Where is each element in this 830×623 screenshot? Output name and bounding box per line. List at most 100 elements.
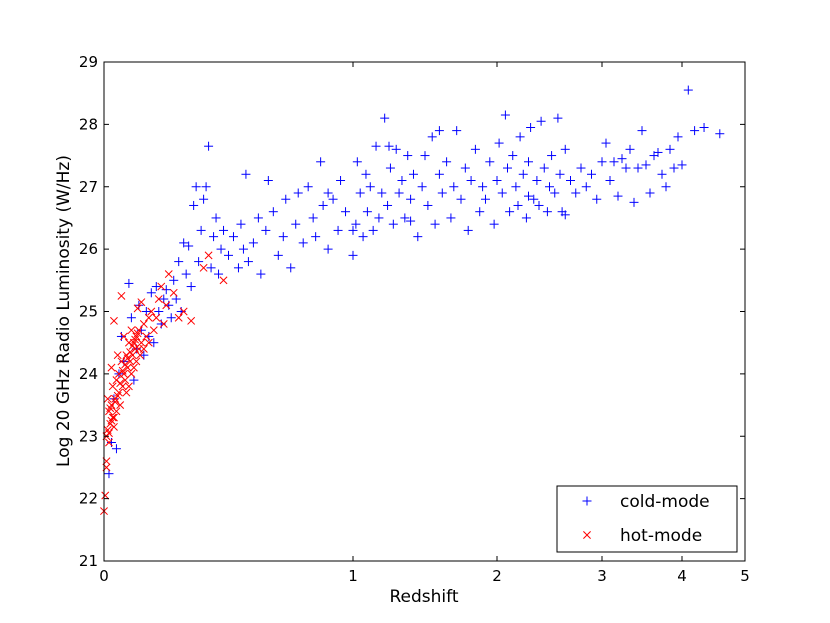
hot-mode-point [136,351,145,360]
cold-mode-point [201,182,211,192]
cold-mode-point [328,194,338,204]
hot-mode-point [128,341,137,350]
cold-mode-point [526,122,536,132]
cold-mode-point [111,444,121,454]
cold-mode-point [263,176,273,186]
hot-mode-point [147,307,156,316]
cold-mode-point [368,225,378,235]
cold-mode-point [384,141,394,151]
cold-mode-point [323,244,333,254]
hot-mode-point [113,351,122,360]
cold-mode-point [597,157,607,167]
cold-mode-point [351,219,361,229]
cold-mode-point [587,169,596,179]
legend-plus-icon [582,496,592,506]
y-tick-label: 28 [79,115,98,133]
y-tick-label: 22 [79,490,98,508]
cold-mode-point [524,157,533,167]
cold-mode-point [417,182,427,192]
x-tick-label: 1 [348,567,358,585]
cold-mode-point [617,154,627,164]
cold-mode-point [311,232,321,242]
cold-mode-point [308,213,318,223]
cold-mode-point [677,160,687,170]
y-tick-label: 29 [79,53,98,71]
hot-mode-point [133,304,142,313]
y-axis-ticks: 21 22 23 24 25 26 27 28 29 [79,53,745,570]
cold-mode-point [124,278,134,288]
cold-mode-point [189,200,199,210]
hot-mode-point [123,354,132,363]
cold-mode-point [508,151,518,161]
cold-mode-point [406,216,416,226]
hot-mode-point [127,326,136,335]
cold-mode-point [154,307,164,316]
cold-mode-point [358,232,368,242]
cold-mode-point [348,250,358,260]
hot-mode-point [113,391,122,400]
cold-mode-point [505,207,515,217]
hot-mode-point [124,382,133,391]
y-tick-label: 24 [79,365,98,383]
hot-mode-point [118,366,127,375]
cold-mode-point [171,294,181,304]
cold-mode-point [492,176,502,186]
cold-mode-point [434,169,444,179]
hot-mode-point [101,491,110,500]
hot-mode-point [110,422,118,431]
hot-mode-point [152,313,161,322]
cold-mode-point [545,182,554,192]
hot-mode-point [108,382,117,391]
cold-mode-point [214,269,224,279]
hot-mode-point [199,263,208,272]
cold-mode-point [377,188,387,198]
cold-mode-point [497,188,507,198]
cold-mode-point [592,194,602,204]
cold-mode-point [542,207,552,217]
cold-mode-point [547,151,557,161]
cold-mode-point [261,225,271,235]
x-tick-label: 3 [597,567,607,585]
cold-mode-point [219,225,229,235]
cold-mode-point [406,194,416,204]
cold-mode-point [151,282,161,292]
cold-mode-point [434,126,444,136]
cold-mode-point [437,188,447,198]
hot-mode-point [122,388,131,397]
cold-mode-point [397,176,407,186]
hot-mode-point [219,276,228,285]
cold-mode-point [374,213,384,223]
legend-label-hot-mode: hot-mode [620,526,702,546]
cold-mode-point [336,176,346,186]
data-marks [100,85,725,516]
cold-mode-point [427,132,437,142]
hot-mode-point [133,329,142,338]
cold-mode-point [186,282,196,292]
hot-mode-point [112,407,121,416]
cold-mode-point [539,163,549,173]
cold-mode-point [174,257,184,267]
cold-mode-point [532,176,542,186]
y-axis-label: Log 20 GHz Radio Luminosity (W/Hz) [54,155,74,467]
cold-mode-point [576,163,586,173]
cold-mode-point [452,126,462,136]
hot-mode-point [137,338,146,347]
cold-mode-point [323,188,333,198]
cold-mode-point [104,469,114,479]
cold-mode-point [179,238,189,248]
hot-mode-point [139,344,148,353]
hot-mode-point [121,360,130,369]
cold-mode-point [196,225,206,235]
cold-mode-point [524,191,533,201]
cold-mode-point [224,250,233,260]
cold-mode-point [316,157,326,167]
cold-mode-point [273,250,283,260]
hot-mode-point [105,429,113,438]
cold-mode-point [184,241,194,251]
cold-mode-point [126,313,136,323]
cold-mode-point [256,269,266,279]
cold-mode-point [609,157,619,167]
hot-mode-point [204,251,213,260]
cold-mode-point [233,263,243,273]
